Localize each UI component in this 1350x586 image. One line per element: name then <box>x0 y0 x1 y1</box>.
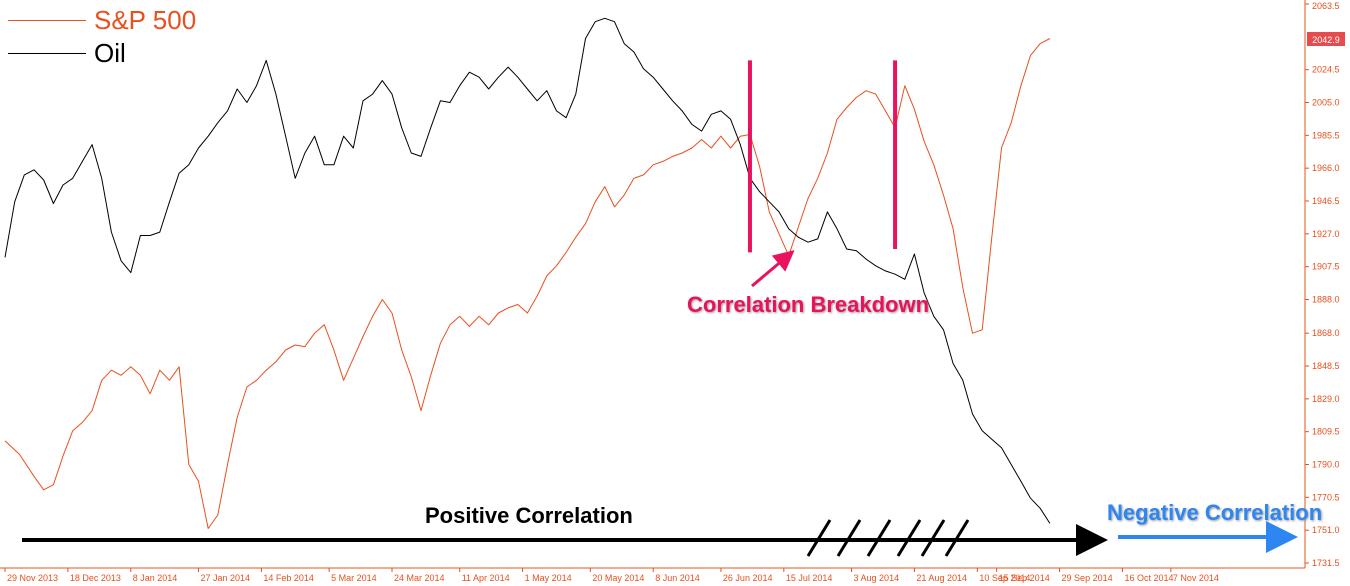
y-tick-label: 1809.5 <box>1312 427 1340 437</box>
x-tick-label: 11 Apr 2014 <box>462 573 510 583</box>
legend-item-sp500: S&P 500 <box>8 4 196 37</box>
legend-swatch-sp500 <box>8 20 86 21</box>
negative-correlation-label: Negative Correlation <box>1107 500 1323 525</box>
x-tick-label: 16 Oct 2014 <box>1124 573 1173 583</box>
y-tick-label: 1770.5 <box>1312 492 1340 502</box>
legend-item-oil: Oil <box>8 37 196 70</box>
legend-label-sp500: S&P 500 <box>94 5 197 35</box>
x-tick-label: 1 May 2014 <box>525 573 572 583</box>
x-tick-label: 14 Feb 2014 <box>263 573 314 583</box>
current-value-badge <box>1307 32 1345 46</box>
x-tick-label: 27 Jan 2014 <box>200 573 250 583</box>
x-tick-label: 24 Mar 2014 <box>394 573 445 583</box>
y-tick-label: 2024.5 <box>1312 65 1340 75</box>
x-tick-label: 18 Dec 2013 <box>70 573 121 583</box>
correlation-breakdown-label: Correlation Breakdown <box>687 292 930 317</box>
x-tick-label: 3 Aug 2014 <box>854 573 900 583</box>
x-tick-label: 26 Jun 2014 <box>723 573 773 583</box>
x-tick-label: 10 Sep 2014 <box>979 573 1030 583</box>
x-tick-label: 15 Sep 2014 <box>999 573 1050 583</box>
y-tick-label: 1829.0 <box>1312 394 1340 404</box>
y-tick-label: 1888.0 <box>1312 294 1340 304</box>
legend: S&P 500 Oil <box>8 4 196 70</box>
sp500-line <box>4 38 1051 529</box>
x-tick-label: 29 Sep 2014 <box>1062 573 1113 583</box>
legend-label-oil: Oil <box>94 38 126 68</box>
x-tick-label: 20 May 2014 <box>592 573 644 583</box>
y-tick-label: 2063.5 <box>1312 1 1340 11</box>
y-tick-label: 2005.0 <box>1312 97 1340 107</box>
oil-line <box>4 17 1051 524</box>
y-tick-label: 1868.0 <box>1312 328 1340 338</box>
x-tick-label: 21 Aug 2014 <box>916 573 967 583</box>
x-tick-label: 8 Jan 2014 <box>133 573 178 583</box>
x-tick-label: 5 Mar 2014 <box>331 573 377 583</box>
x-tick-label: 8 Jun 2014 <box>655 573 700 583</box>
x-tick-label: 7 Nov 2014 <box>1173 573 1219 583</box>
hatch-marks <box>806 519 970 557</box>
y-tick-label: 1985.5 <box>1312 130 1340 140</box>
breakdown-pointer-arrow <box>751 250 795 288</box>
positive-correlation-label: Positive Correlation <box>425 503 633 528</box>
y-tick-label: 1848.5 <box>1312 361 1340 371</box>
x-tick-label: 15 Jul 2014 <box>786 573 833 583</box>
legend-swatch-oil <box>8 53 86 54</box>
y-tick-label: 1907.5 <box>1312 262 1340 272</box>
y-tick-label: 1751.0 <box>1312 525 1340 535</box>
y-tick-label: 1731.5 <box>1312 558 1340 568</box>
y-tick-label: 1790.0 <box>1312 460 1340 470</box>
y-tick-label: 1927.0 <box>1312 229 1340 239</box>
x-tick-label: 29 Nov 2013 <box>7 573 58 583</box>
y-tick-label: 1946.5 <box>1312 196 1340 206</box>
current-value-label: 2042.9 <box>1312 35 1340 45</box>
y-tick-label: 1966.0 <box>1312 163 1340 173</box>
